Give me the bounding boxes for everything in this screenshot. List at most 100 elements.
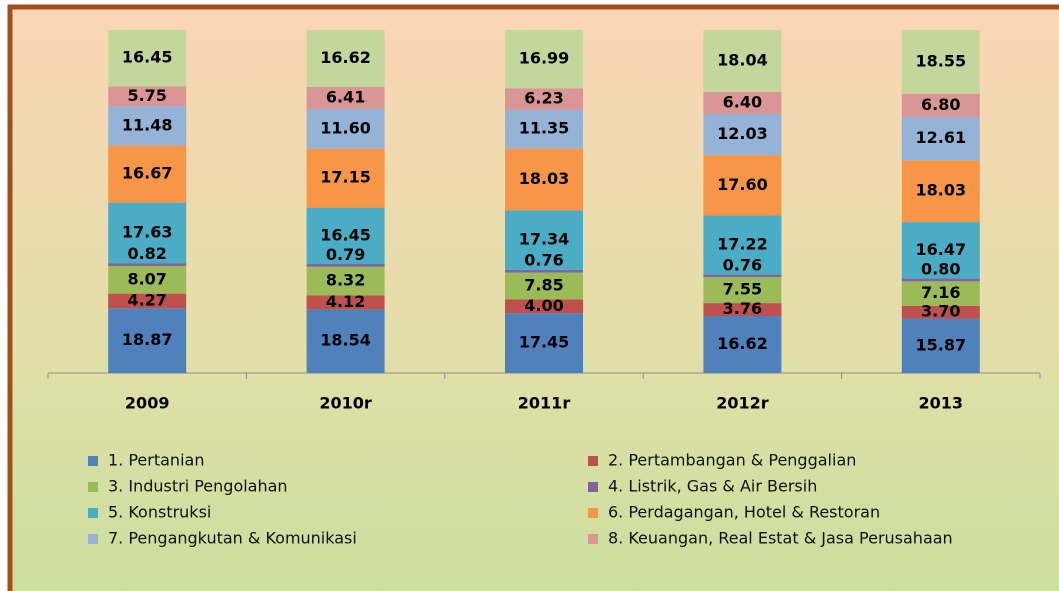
- bar-segment: [108, 86, 187, 107]
- legend-label: 7. Pengangkutan & Komunikasi: [108, 529, 357, 548]
- bar-segment: [901, 318, 980, 373]
- bar-segment: [901, 160, 980, 223]
- value-label: 6.40: [723, 92, 762, 111]
- bar-segment: [108, 145, 187, 203]
- bar-segment: [901, 30, 980, 94]
- bar-segment: [306, 309, 385, 373]
- value-label: 8.07: [127, 269, 166, 288]
- value-label: 18.03: [915, 181, 966, 200]
- bar-segment: [703, 91, 782, 114]
- bar-segment: [108, 202, 187, 264]
- bar-segment: [703, 303, 782, 316]
- bar-segment: [703, 315, 782, 373]
- bar-segment: [505, 272, 583, 300]
- value-label: 17.34: [519, 230, 570, 249]
- bar-segment: [703, 274, 782, 278]
- bar-segment: [703, 30, 782, 92]
- value-label: 16.62: [320, 48, 371, 67]
- bar-segment: [901, 93, 980, 117]
- value-label: 11.60: [320, 118, 371, 137]
- legend-label: 5. Konstruksi: [108, 503, 211, 522]
- legend-label: 3. Industri Pengolahan: [108, 477, 288, 496]
- bar-segment: [306, 148, 385, 208]
- bar-segment: [306, 266, 385, 296]
- legend-label: 4. Listrik, Gas & Air Bersih: [608, 477, 817, 496]
- value-label: 16.67: [122, 164, 173, 183]
- x-tick-label: 2012r: [716, 394, 769, 413]
- bar-segment: [108, 29, 187, 87]
- legend-label: 8. Keuangan, Real Estat & Jasa Perusahaa…: [608, 529, 953, 548]
- bar-segment: [306, 264, 385, 267]
- x-tick-label: 2009: [125, 394, 170, 413]
- value-label: 18.87: [122, 330, 173, 349]
- bar-segment: [108, 263, 187, 266]
- value-label: 0.82: [127, 244, 166, 263]
- value-label: 0.76: [723, 255, 762, 274]
- legend-label: 6. Perdagangan, Hotel & Restoran: [608, 503, 880, 522]
- legend-swatch: [88, 456, 98, 466]
- value-label: 18.55: [915, 51, 966, 70]
- bar-segment: [901, 222, 980, 279]
- legend-swatch: [88, 482, 98, 492]
- value-label: 7.85: [524, 275, 563, 294]
- legend-swatch: [88, 508, 98, 518]
- value-label: 17.15: [320, 168, 371, 187]
- legend-swatch: [588, 482, 598, 492]
- value-label: 4.27: [127, 290, 166, 309]
- legend-swatch: [88, 534, 98, 544]
- value-label: 0.80: [921, 259, 960, 278]
- value-label: 17.22: [717, 235, 768, 254]
- bar-segment: [306, 207, 385, 265]
- value-label: 6.41: [326, 87, 365, 106]
- bar-segment: [703, 113, 782, 156]
- legend-swatch: [588, 534, 598, 544]
- value-label: 12.03: [717, 124, 768, 143]
- bar-segment: [901, 116, 980, 161]
- value-label: 8.32: [326, 271, 365, 290]
- legend-swatch: [588, 456, 598, 466]
- value-label: 18.04: [717, 51, 768, 70]
- value-label: 11.48: [122, 115, 173, 134]
- legend-label: 2. Pertambangan & Penggalian: [608, 451, 856, 470]
- value-label: 17.63: [122, 222, 173, 241]
- x-tick-label: 2010r: [319, 394, 372, 413]
- value-label: 3.70: [921, 302, 960, 321]
- bar-segment: [505, 148, 583, 211]
- value-label: 18.54: [320, 331, 371, 350]
- bar-segment: [108, 265, 187, 294]
- bar-segment: [505, 88, 583, 110]
- legend-label: 1. Pertanian: [108, 451, 204, 470]
- bar-segment: [108, 308, 187, 373]
- bar-segment: [901, 305, 980, 319]
- value-label: 7.16: [921, 283, 960, 302]
- value-label: 15.87: [915, 335, 966, 354]
- bar-segment: [505, 210, 583, 270]
- bar-segment: [505, 109, 583, 149]
- bar-segment: [108, 106, 187, 146]
- value-label: 3.76: [723, 299, 762, 318]
- value-label: 6.23: [524, 88, 563, 107]
- legend-swatch: [588, 508, 598, 518]
- value-label: 16.47: [915, 240, 966, 259]
- bar-segment: [306, 30, 385, 88]
- value-label: 5.75: [127, 86, 166, 105]
- bar-segment: [505, 313, 583, 373]
- bar-segment: [306, 108, 385, 149]
- value-label: 16.45: [122, 48, 173, 67]
- value-label: 16.99: [519, 49, 570, 68]
- value-label: 17.45: [519, 333, 570, 352]
- bar-segment: [306, 87, 385, 109]
- value-label: 4.12: [326, 292, 365, 311]
- value-label: 16.62: [717, 334, 768, 353]
- x-tick-label: 2011r: [518, 394, 571, 413]
- value-label: 6.80: [921, 95, 960, 114]
- bar-segment: [505, 269, 583, 273]
- value-label: 7.55: [723, 280, 762, 299]
- x-tick-label: 2013: [919, 394, 964, 413]
- bar-segment: [505, 299, 583, 314]
- bar-segment: [505, 30, 583, 89]
- bar-segment: [703, 215, 782, 275]
- value-label: 18.03: [519, 169, 570, 188]
- value-label: 11.35: [519, 119, 570, 138]
